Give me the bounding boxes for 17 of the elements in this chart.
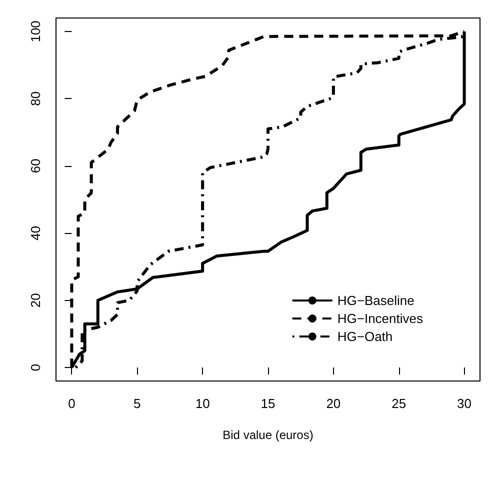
legend-label: HG−Oath	[337, 329, 393, 344]
x-axis-title: Bid value (euros)	[222, 428, 314, 442]
legend-label: HG−Baseline	[337, 293, 414, 308]
y-tick-label: 100	[28, 20, 43, 42]
y-tick-label: 40	[28, 226, 43, 240]
y-tick-label: 0	[28, 364, 43, 372]
legend-label: HG−Incentives	[337, 311, 424, 326]
x-tick-label: 0	[68, 396, 76, 411]
x-tick-label: 20	[326, 396, 341, 411]
x-tick-label: 10	[195, 396, 210, 411]
y-tick-label: 60	[28, 158, 43, 174]
y-tick-label: 80	[28, 91, 43, 106]
x-tick-label: 15	[260, 396, 276, 411]
x-tick-label: 5	[134, 396, 141, 411]
x-tick-label: 25	[392, 396, 406, 411]
x-tick-label: 30	[457, 396, 472, 411]
y-tick-label: 20	[28, 293, 43, 308]
